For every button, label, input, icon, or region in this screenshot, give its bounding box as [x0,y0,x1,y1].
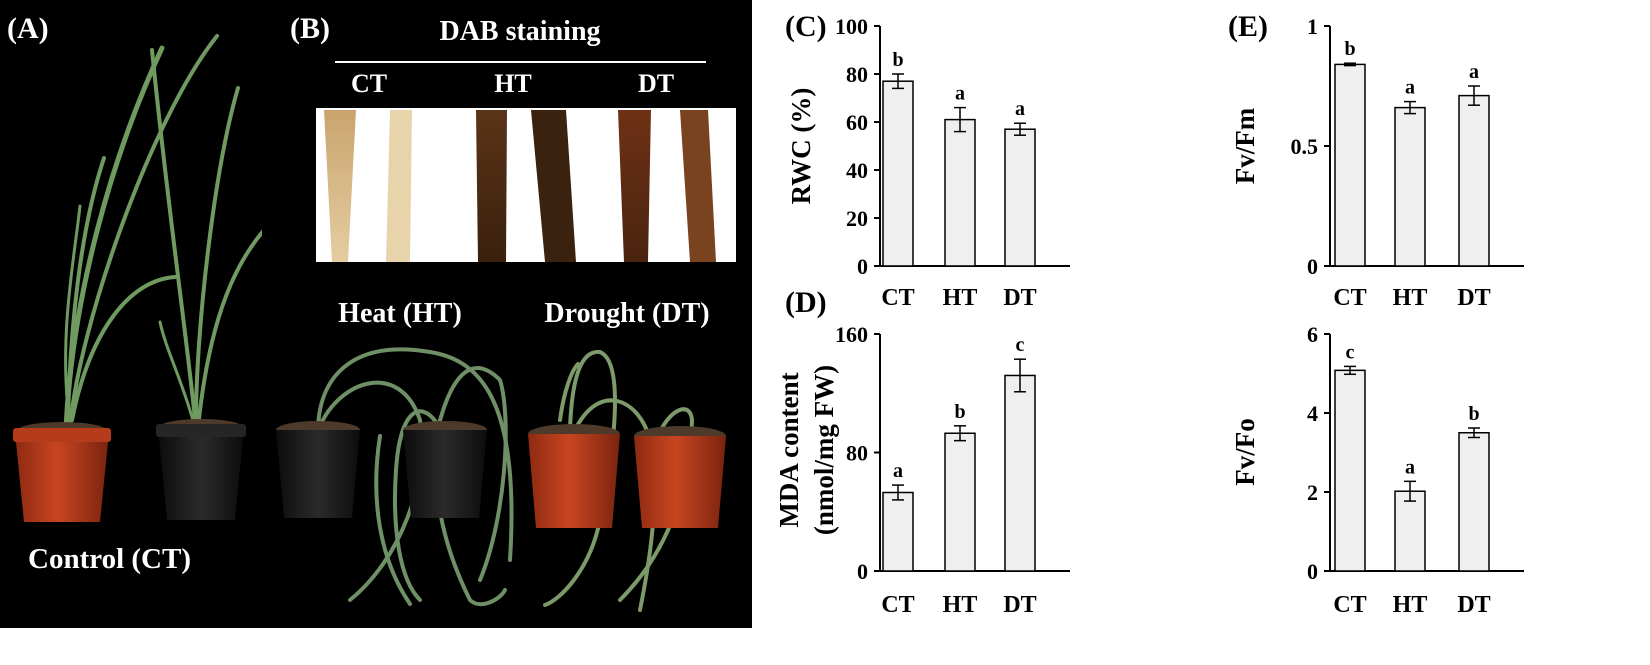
y-axis-title: Fv/Fo [1230,418,1260,486]
y-axis-title: MDA content [774,372,804,527]
bar-ct [882,491,914,572]
bar-ct [1334,369,1366,572]
y-axis-title-unit: (nmol/mg FW) [809,365,839,535]
bar-dt [1458,432,1490,572]
stain-group-ht: HT [494,69,532,98]
heat-pots [276,421,487,518]
significance-letter: a [1015,98,1025,120]
x-tick-label: HT [943,592,978,618]
panel-label: (D) [785,286,827,319]
y-tick-label: 6 [1307,322,1318,347]
panel-label-a: (A) [7,12,49,45]
x-tick-label: CT [1333,285,1366,311]
x-tick-label: DT [1457,592,1490,618]
photo-panel-control: (A) Control (CT) [0,0,299,628]
drought-plant-leaves [543,349,695,612]
significance-letter: a [1405,77,1415,99]
bar-ht [944,432,976,572]
y-tick-label: 0 [857,254,868,279]
significance-letter: b [892,49,903,71]
stain-group-dt: DT [638,69,674,98]
red-pot [13,422,111,522]
y-tick-label: 60 [846,110,868,135]
y-tick-label: 100 [835,14,868,39]
y-tick-label: 0 [1307,254,1318,279]
x-tick-label: CT [881,285,914,311]
stain-group-ct: CT [351,69,387,98]
significance-letter: a [1405,456,1415,478]
bar-ct [1334,63,1366,267]
x-tick-label: CT [881,592,914,618]
x-tick-label: HT [1393,592,1428,618]
y-axis-title: Fv/Fm [1230,107,1260,184]
x-tick-label: DT [1003,285,1036,311]
bar-ct [882,80,914,267]
y-tick-label: 0 [857,559,868,584]
significance-letter: c [1016,334,1025,356]
black-pot [156,419,246,520]
control-caption: Control (CT) [28,543,191,575]
stained-leaves [324,110,716,262]
x-tick-label: HT [1393,285,1428,311]
y-axis-title: RWC (%) [786,88,816,205]
bar-ht [944,118,976,267]
chart-mda: (D) 0 80 160 MDA content (nmol/mg FW) a CT b HT c D… [774,286,1070,618]
y-tick-label: 80 [846,441,868,466]
chart-fvfo: 0 2 4 6 Fv/Fo c CT a HT b DT [1230,322,1524,618]
y-tick-label: 0 [1307,559,1318,584]
heat-caption: Heat (HT) [338,298,462,329]
chart-fvfm: (E) 0 0.5 1 Fv/Fm b CT a HT a DT [1228,10,1524,311]
drought-pots [528,424,726,528]
significance-letter: a [893,460,903,482]
significance-letter: a [1469,61,1479,83]
x-tick-label: DT [1003,592,1036,618]
x-tick-label: CT [1333,592,1366,618]
bar-dt [1004,128,1036,267]
y-tick-label: 1 [1307,14,1318,39]
significance-letter: b [1468,403,1479,425]
stain-image-background [316,108,736,262]
significance-letter: b [1344,38,1355,60]
y-tick-label: 2 [1307,480,1318,505]
y-tick-label: 0.5 [1291,134,1319,159]
significance-letter: b [954,401,965,423]
bar-dt [1458,94,1490,267]
x-tick-label: DT [1457,285,1490,311]
bar-ht [1394,106,1426,267]
y-tick-label: 80 [846,62,868,87]
significance-letter: a [955,83,965,105]
chart-rwc: (C) 0 20 40 60 80 100 RWC (%) b CT a HT a DT [785,10,1070,311]
photo-panel-stress: (B) DAB staining CT HT DT Heat (HT) Drou… [262,0,752,628]
panel-label: (C) [785,10,827,43]
y-tick-label: 160 [835,322,868,347]
panel-label: (E) [1228,10,1268,43]
control-plant-leaves [63,34,299,431]
bar-dt [1004,374,1036,572]
y-tick-label: 4 [1307,401,1318,426]
panel-label-b: (B) [290,12,330,45]
drought-caption: Drought (DT) [544,298,709,329]
dab-staining-title: DAB staining [439,16,600,47]
y-tick-label: 40 [846,158,868,183]
photo-background [0,0,262,628]
bar-ht [1394,490,1426,572]
significance-letter: c [1346,341,1355,363]
x-tick-label: HT [943,285,978,311]
y-tick-label: 20 [846,206,868,231]
